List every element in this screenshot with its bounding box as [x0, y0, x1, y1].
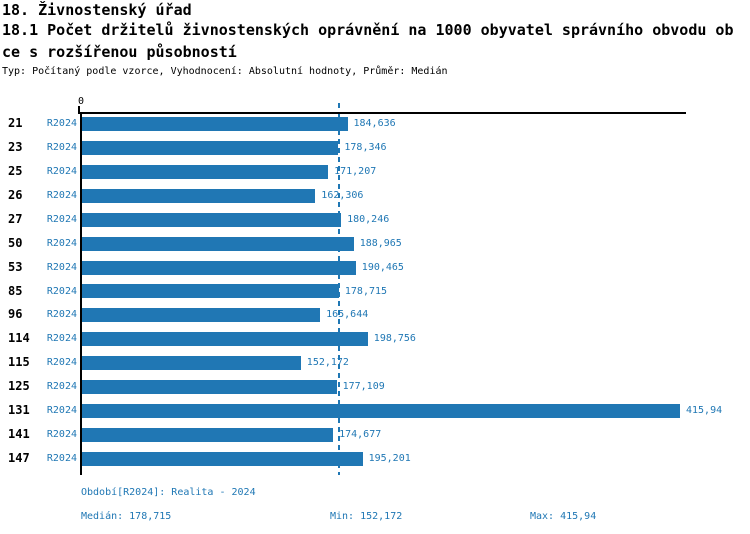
bar-value-label: 198,756 — [373, 333, 416, 345]
bar-value-label: 152,172 — [306, 357, 349, 369]
row-category-label: 23 — [8, 140, 23, 155]
row-category-label: 53 — [8, 259, 23, 274]
chart-title-line-1: 18.1 Počet držitelů živnostenských opráv… — [2, 21, 734, 39]
row-category-label: 141 — [8, 426, 30, 441]
row-series-label: R2024 — [46, 118, 77, 130]
bar-value-label: 180,246 — [347, 213, 390, 225]
value-bar — [82, 451, 363, 466]
chart-row: 50 R2024 188,965 — [0, 232, 750, 256]
bar-value-label: 165,644 — [326, 309, 369, 321]
row-series-label: R2024 — [46, 309, 77, 321]
value-bar — [82, 427, 334, 442]
chart-row: 21 R2024 184,636 — [0, 112, 750, 136]
row-series-label: R2024 — [46, 213, 77, 225]
row-series-label: R2024 — [46, 190, 77, 202]
bar-value-label: 162,306 — [321, 190, 364, 202]
chart-row: 141 R2024 174,677 — [0, 423, 750, 447]
row-category-label: 21 — [8, 116, 23, 131]
value-bar — [82, 356, 301, 371]
value-bar — [82, 260, 356, 275]
min-stat-label: Min: 152,172 — [330, 511, 403, 522]
period-legend: Období[R2024]: Realita - 2024 — [81, 487, 256, 498]
chart-row: 25 R2024 171,207 — [0, 160, 750, 184]
row-category-label: 96 — [8, 307, 23, 322]
chart-row: 131 R2024 415,94 — [0, 399, 750, 423]
row-series-label: R2024 — [46, 333, 77, 345]
bar-value-label: 184,636 — [353, 118, 396, 130]
chart-title-line-2: ce s rozšířenou působností — [2, 43, 237, 61]
row-series-label: R2024 — [46, 357, 77, 369]
chart-row: 27 R2024 180,246 — [0, 208, 750, 232]
row-category-label: 85 — [8, 283, 23, 298]
row-category-label: 25 — [8, 164, 23, 179]
chart-meta-info: Typ: Počítaný podle vzorce, Vyhodnocení:… — [2, 66, 448, 77]
value-bar — [82, 212, 342, 227]
value-bar — [82, 165, 329, 180]
value-bar — [82, 308, 321, 323]
chart-row: 114 R2024 198,756 — [0, 327, 750, 351]
row-category-label: 114 — [8, 331, 30, 346]
x-axis-zero-tick-label: 0 — [77, 96, 85, 107]
value-bar — [82, 284, 339, 299]
row-category-label: 131 — [8, 402, 30, 417]
bar-value-label: 178,715 — [344, 285, 388, 297]
row-category-label: 27 — [8, 211, 23, 226]
median-stat-label: Medián: 178,715 — [81, 511, 172, 522]
bar-value-label: 171,207 — [334, 166, 377, 178]
bar-value-label: 188,965 — [359, 237, 402, 249]
row-category-label: 26 — [8, 188, 23, 203]
value-bar — [82, 403, 680, 418]
row-series-label: R2024 — [46, 285, 77, 297]
row-series-label: R2024 — [46, 237, 77, 249]
value-bar — [82, 188, 316, 203]
chart-row: 115 R2024 152,172 — [0, 351, 750, 375]
row-series-label: R2024 — [46, 166, 77, 178]
bar-value-label: 178,346 — [344, 142, 387, 154]
value-bar — [82, 379, 337, 394]
bar-value-label: 190,465 — [361, 261, 404, 273]
row-series-label: R2024 — [46, 142, 77, 154]
chart-row: 23 R2024 178,346 — [0, 136, 750, 160]
row-category-label: 115 — [8, 355, 30, 370]
row-category-label: 147 — [8, 450, 30, 465]
bar-value-label: 177,109 — [342, 381, 385, 393]
chart-row: 147 R2024 195,201 — [0, 447, 750, 471]
x-axis-zero-tick — [78, 106, 80, 114]
bar-value-label: 195,201 — [368, 452, 411, 464]
row-series-label: R2024 — [46, 381, 77, 393]
value-bar — [82, 141, 339, 156]
row-category-label: 125 — [8, 379, 30, 394]
row-series-label: R2024 — [46, 261, 77, 273]
chart-row: 53 R2024 190,465 — [0, 256, 750, 280]
bar-value-label: 415,94 — [686, 404, 723, 416]
max-stat-label: Max: 415,94 — [530, 511, 597, 522]
chart-row: 85 R2024 178,715 — [0, 280, 750, 304]
bar-value-label: 174,677 — [339, 428, 382, 440]
row-series-label: R2024 — [46, 404, 77, 416]
median-reference-line — [337, 103, 340, 475]
chart-row: 96 R2024 165,644 — [0, 303, 750, 327]
chart-row: 26 R2024 162,306 — [0, 184, 750, 208]
page-title: 18. Živnostenský úřad — [2, 1, 192, 19]
row-series-label: R2024 — [46, 428, 77, 440]
x-axis-line — [80, 112, 686, 114]
value-bar — [82, 236, 354, 251]
y-axis-line — [80, 112, 82, 475]
value-bar — [82, 332, 368, 347]
row-series-label: R2024 — [46, 452, 77, 464]
chart-row: 125 R2024 177,109 — [0, 375, 750, 399]
value-bar — [82, 117, 348, 132]
row-category-label: 50 — [8, 235, 23, 250]
